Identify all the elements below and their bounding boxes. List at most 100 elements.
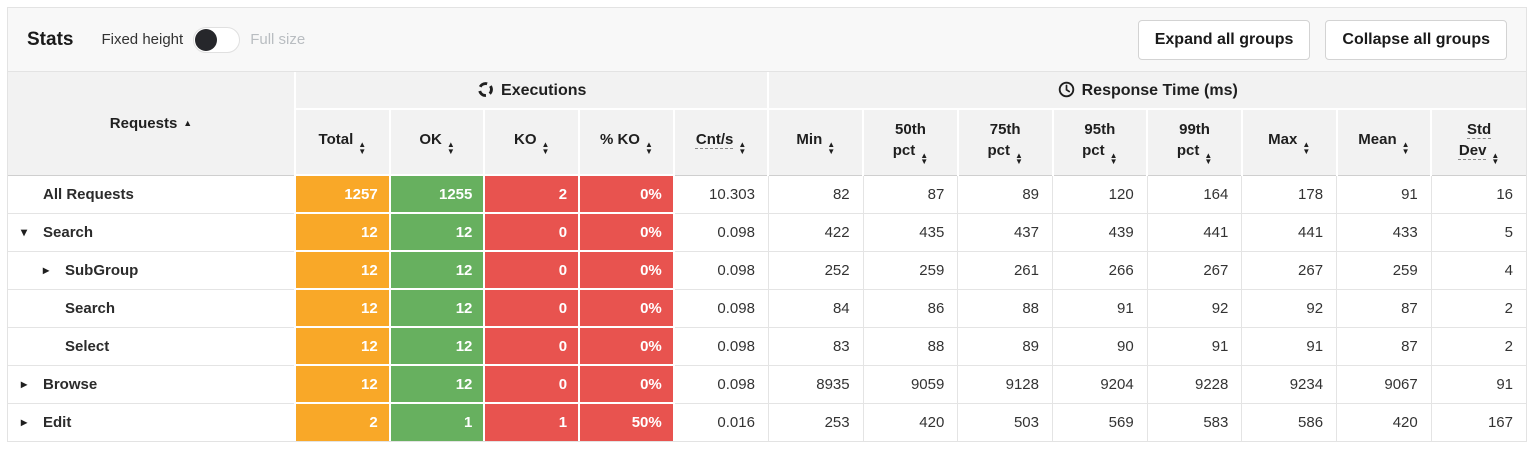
sort-arrows-icon: ▲ ▼ [1491, 150, 1500, 167]
request-name-cell[interactable]: ▸ Browse [7, 364, 296, 404]
page-title: Stats [27, 28, 74, 50]
cell-p50: 88 [862, 326, 959, 366]
request-name: SubGroup [65, 261, 139, 279]
cell-max: 178 [1241, 174, 1338, 214]
request-name-cell[interactable]: ▾ Search [7, 212, 296, 252]
cell-p99: 91 [1146, 326, 1243, 366]
cell-total: 2 [294, 402, 391, 442]
sort-arrows-icon: ▲ ▼ [738, 140, 747, 156]
cell-stddev: 2 [1430, 326, 1527, 366]
cell-p50: 259 [862, 250, 959, 290]
column-header-stddev[interactable]: Std Dev ▲ ▼ [1430, 108, 1527, 176]
cell-min: 253 [767, 402, 864, 442]
request-name: All Requests [43, 185, 134, 203]
cell-mean: 91 [1336, 174, 1432, 214]
cell-p95: 569 [1052, 402, 1148, 442]
cell-stddev: 167 [1430, 402, 1527, 442]
request-name: Search [43, 223, 94, 241]
cell-p95: 439 [1052, 212, 1148, 252]
cell-p95: 91 [1052, 288, 1148, 328]
cell-ko_pct: 0% [578, 326, 675, 366]
request-name-cell[interactable]: ▸ Edit [7, 402, 296, 442]
cell-ko_pct: 50% [578, 402, 675, 442]
expand-group-arrow-icon[interactable]: ▸ [21, 377, 28, 391]
cell-p75: 89 [957, 326, 1053, 366]
column-header-ko[interactable]: KO ▲ ▼ [483, 108, 581, 176]
cell-ok: 12 [388, 288, 486, 328]
column-header-p50[interactable]: 50th pct ▲ ▼ [862, 108, 959, 176]
column-header-cnts[interactable]: Cnt/s ▲ ▼ [672, 108, 770, 176]
column-header-label: Max [1268, 131, 1298, 149]
column-header-label: Cnt/s [695, 131, 734, 149]
cell-max: 91 [1241, 326, 1338, 366]
cell-cnts: 0.098 [673, 250, 769, 290]
column-header-p75[interactable]: 75th pct ▲ ▼ [956, 108, 1054, 176]
column-header-label: Min [796, 131, 823, 149]
request-name: Select [65, 337, 110, 355]
request-name-cell: Search [7, 288, 296, 328]
executions-header-label: Executions [501, 81, 587, 99]
cell-p95: 90 [1052, 326, 1148, 366]
cell-total: 12 [294, 250, 391, 290]
sort-arrows-icon: ▲ ▼ [358, 140, 367, 156]
cell-ko: 1 [483, 402, 581, 442]
cell-p50: 87 [862, 174, 959, 214]
column-header-ok[interactable]: OK ▲ ▼ [388, 108, 486, 176]
collapse-group-arrow-icon[interactable]: ▾ [21, 225, 28, 239]
column-header-label: KO [514, 131, 537, 148]
cell-max: 267 [1241, 250, 1338, 290]
request-name-cell[interactable]: ▸ SubGroup [7, 250, 296, 290]
cell-min: 8935 [767, 364, 864, 404]
expand-all-groups-button[interactable]: Expand all groups [1137, 19, 1311, 60]
cell-p99: 267 [1146, 250, 1243, 290]
expand-group-arrow-icon[interactable]: ▸ [21, 415, 28, 430]
table-row: ▸ SubGroup 12 12 0 0% 0.098 252 259 261 266 267 267 2… [7, 250, 1527, 290]
column-header-total[interactable]: Total ▲ ▼ [294, 108, 391, 176]
column-header-label: Std Dev [1458, 120, 1492, 159]
sort-arrows-icon: ▲ ▼ [644, 140, 653, 156]
cell-ko_pct: 0% [578, 288, 675, 328]
sort-arrows-icon: ▲ ▼ [1014, 150, 1023, 167]
cell-ko_pct: 0% [578, 250, 675, 290]
sort-arrows-icon: ▲ ▼ [1401, 140, 1410, 156]
column-header-ko_pct[interactable]: % KO ▲ ▼ [578, 108, 675, 176]
cell-cnts: 10.303 [673, 174, 769, 214]
column-header-max[interactable]: Max ▲ ▼ [1240, 108, 1338, 176]
column-header-p95[interactable]: 95th pct ▲ ▼ [1051, 108, 1149, 176]
group-buttons: Expand all groups Collapse all groups [1137, 19, 1507, 60]
requests-column-header[interactable]: Requests ▲ [7, 71, 296, 176]
cell-mean: 259 [1336, 250, 1432, 290]
column-header-min[interactable]: Min ▲ ▼ [767, 108, 865, 176]
cell-ko: 0 [483, 250, 581, 290]
cell-p99: 164 [1146, 174, 1243, 214]
expand-group-arrow-icon[interactable]: ▸ [43, 263, 50, 277]
cell-min: 83 [767, 326, 864, 366]
sort-arrows-icon: ▲ ▼ [1109, 150, 1118, 167]
column-header-mean[interactable]: Mean ▲ ▼ [1335, 108, 1433, 176]
height-mode-toggle[interactable] [193, 26, 241, 53]
request-name-cell: Select [7, 326, 296, 366]
group-header-row: Requests ▲ Executions Response Time (ms) [7, 71, 1527, 176]
cell-ok: 12 [388, 250, 486, 290]
column-header-p99[interactable]: 99th pct ▲ ▼ [1146, 108, 1243, 176]
request-name-cell: All Requests [7, 174, 296, 214]
stats-table-body: All Requests 1257 1255 2 0% 10.303 82 87 89 120 16… [7, 174, 1527, 442]
cell-p75: 9128 [957, 364, 1053, 404]
cell-min: 84 [767, 288, 864, 328]
stats-panel: Stats Fixed height Full size Expand all … [7, 7, 1527, 442]
column-header-label: OK [419, 131, 442, 148]
cell-p75: 503 [957, 402, 1053, 442]
requests-header-label: Requests [109, 114, 178, 132]
executions-icon [478, 81, 493, 97]
collapse-all-groups-button[interactable]: Collapse all groups [1325, 19, 1507, 60]
column-header-row: Total ▲ ▼ OK ▲ ▼ KO ▲ ▼% KO ▲ ▼ Cnt/s ▲ ▼ Min ▲ ▼ 50th pct… [8, 108, 1527, 176]
cell-cnts: 0.098 [673, 212, 769, 252]
cell-p75: 437 [957, 212, 1053, 252]
cell-p95: 9204 [1052, 364, 1148, 404]
cell-min: 422 [767, 212, 864, 252]
cell-min: 82 [767, 174, 864, 214]
stats-toolbar: Stats Fixed height Full size Expand all … [8, 8, 1526, 72]
cell-mean: 9067 [1336, 364, 1432, 404]
cell-total: 1257 [294, 174, 391, 214]
toggle-knob-icon [195, 28, 218, 51]
